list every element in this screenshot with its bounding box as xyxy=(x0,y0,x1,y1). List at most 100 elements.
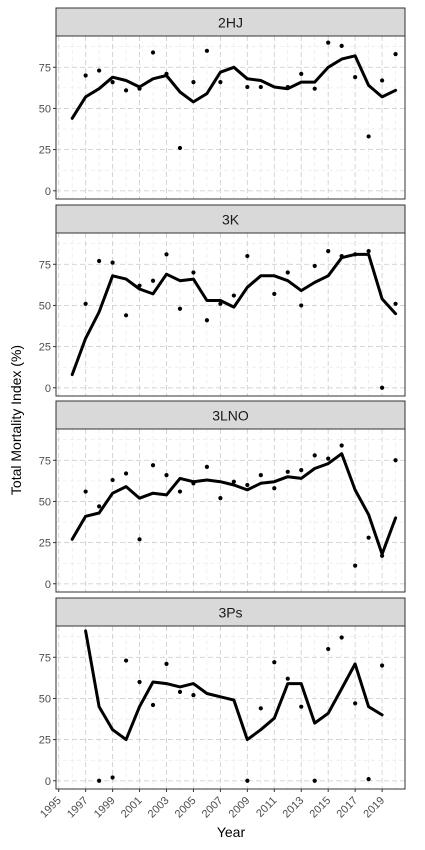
y-tick-label: 25 xyxy=(39,342,51,354)
panel-border xyxy=(55,232,406,397)
data-point xyxy=(366,535,371,540)
data-point xyxy=(339,43,344,48)
data-point xyxy=(137,283,142,288)
panel-strip xyxy=(55,204,406,234)
data-point xyxy=(312,263,317,269)
x-tick-label: 2005 xyxy=(173,795,199,821)
data-point xyxy=(285,676,290,681)
data-point xyxy=(258,473,263,478)
data-point xyxy=(326,40,331,45)
data-point xyxy=(366,134,371,139)
y-tick-label: 75 xyxy=(39,259,51,271)
data-point xyxy=(353,252,358,257)
x-tick-label: 2017 xyxy=(334,795,360,821)
data-point xyxy=(366,777,371,782)
data-point xyxy=(299,303,304,308)
data-point xyxy=(123,658,129,663)
data-point xyxy=(218,496,223,501)
data-point xyxy=(123,88,129,93)
y-tick-label: 50 xyxy=(39,300,51,312)
series-line xyxy=(84,629,384,742)
x-tick-label: 1995 xyxy=(38,795,64,821)
panel-title: 3LNO xyxy=(212,408,249,424)
data-point xyxy=(245,482,250,488)
data-point xyxy=(150,278,156,283)
data-point xyxy=(258,706,263,711)
x-tick-label: 2019 xyxy=(361,795,387,821)
data-point xyxy=(97,778,102,783)
x-axis-title: Year xyxy=(217,824,246,840)
plot-area xyxy=(56,429,405,592)
data-point xyxy=(177,306,183,311)
data-point xyxy=(326,646,331,652)
data-point xyxy=(245,253,250,259)
data-point xyxy=(191,270,196,275)
data-point xyxy=(110,80,115,85)
data-point xyxy=(393,301,398,306)
data-point xyxy=(312,778,317,783)
y-tick-label: 0 xyxy=(45,383,51,395)
data-point xyxy=(164,252,169,257)
data-point xyxy=(258,84,263,90)
data-point xyxy=(150,50,156,55)
data-point xyxy=(245,84,250,90)
data-point xyxy=(83,489,88,494)
data-point xyxy=(272,291,277,297)
y-tick-label: 50 xyxy=(39,496,51,508)
data-point xyxy=(97,504,102,509)
data-point xyxy=(312,86,317,91)
x-tick-label: 2003 xyxy=(146,795,172,821)
data-point xyxy=(191,80,196,85)
data-point xyxy=(299,71,304,76)
data-point xyxy=(204,48,210,53)
data-point xyxy=(137,86,142,91)
data-point xyxy=(339,253,344,259)
y-tick-label: 0 xyxy=(45,776,51,788)
data-point xyxy=(177,489,183,494)
data-point xyxy=(299,704,304,709)
data-point xyxy=(299,468,304,473)
y-tick-label: 75 xyxy=(39,652,51,664)
y-tick-label: 0 xyxy=(45,579,51,591)
panel-strip xyxy=(55,400,406,430)
data-point xyxy=(366,249,371,254)
data-point xyxy=(393,458,398,463)
data-point xyxy=(285,270,290,275)
x-tick-label: 2009 xyxy=(227,795,253,821)
data-point xyxy=(191,481,196,486)
plot-area xyxy=(56,626,405,789)
x-tick-label: 2013 xyxy=(281,795,307,821)
panel-2hj: 2HJ 0 25 50 75 xyxy=(39,7,406,200)
data-point xyxy=(379,663,385,668)
data-point xyxy=(231,293,236,298)
data-point xyxy=(326,456,331,461)
data-point xyxy=(137,537,142,542)
data-point xyxy=(97,68,102,73)
y-tick-label: 0 xyxy=(45,186,51,198)
x-tick-label: 1997 xyxy=(65,795,91,821)
data-point xyxy=(218,301,223,306)
panel-border xyxy=(55,625,406,790)
y-tick-label: 25 xyxy=(39,145,51,157)
data-point xyxy=(97,258,102,264)
series-line xyxy=(70,54,398,120)
panel-border xyxy=(55,35,406,200)
data-point xyxy=(339,635,344,640)
y-tick-label: 75 xyxy=(39,62,51,74)
data-point xyxy=(137,679,142,685)
data-point xyxy=(110,477,115,483)
data-point xyxy=(218,80,223,85)
data-point xyxy=(326,249,331,254)
data-point xyxy=(339,443,344,448)
y-tick-label: 50 xyxy=(39,103,51,115)
data-point xyxy=(353,701,358,706)
panel-border xyxy=(55,428,406,593)
data-point xyxy=(379,78,385,83)
data-point xyxy=(204,318,210,323)
panel-title: 3K xyxy=(222,212,240,228)
data-point xyxy=(177,145,183,151)
data-point xyxy=(123,471,129,476)
x-tick-label: 2015 xyxy=(308,795,334,821)
